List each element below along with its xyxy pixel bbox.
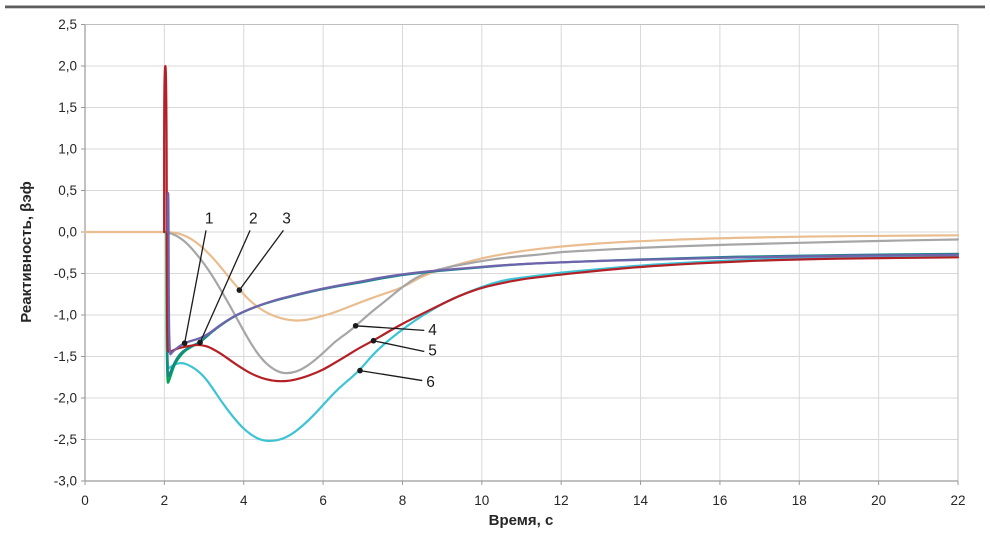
annotation-dot xyxy=(181,340,188,347)
x-tick-label: 20 xyxy=(871,493,886,508)
x-axis-title: Время, с xyxy=(489,512,554,529)
x-tick-label: 16 xyxy=(712,493,727,508)
series-2-line xyxy=(166,230,960,378)
annotation-label: 4 xyxy=(428,322,437,339)
x-tick-label: 18 xyxy=(792,493,807,508)
series-5-line xyxy=(163,64,960,383)
plot-border xyxy=(84,24,959,482)
x-tick-label: 14 xyxy=(633,493,649,508)
y-tick-label: -2,5 xyxy=(54,432,77,447)
annotation-dot xyxy=(236,287,243,293)
annotation-dot xyxy=(352,322,359,329)
x-tick-label: 22 xyxy=(950,493,965,508)
annotation-dot xyxy=(197,339,203,346)
annotation-line xyxy=(373,340,425,353)
series-6-line xyxy=(165,230,960,442)
annotation-line xyxy=(355,325,425,332)
x-tick-label: 4 xyxy=(240,493,248,508)
annotation-line xyxy=(359,369,423,382)
y-tick-label: -1,5 xyxy=(54,349,77,364)
y-tick-label: 1,5 xyxy=(58,100,77,115)
y-tick-label: 2,0 xyxy=(58,59,77,74)
annotation-line xyxy=(183,230,207,344)
annotation-label: 2 xyxy=(249,211,258,228)
annotation-label: 5 xyxy=(428,343,437,360)
y-tick-label: 0,0 xyxy=(58,225,77,240)
x-tick-label: 6 xyxy=(319,493,327,508)
y-tick-label: -2,0 xyxy=(54,391,77,406)
x-tick-label: 12 xyxy=(554,493,569,508)
annotation-dot xyxy=(357,367,363,374)
y-tick-label: -3,0 xyxy=(54,474,77,489)
series-3-line xyxy=(83,230,960,322)
y-tick-label: 2,5 xyxy=(58,17,77,32)
x-tick-label: 8 xyxy=(399,493,407,508)
x-tick-label: 0 xyxy=(81,493,89,508)
annotation-label: 3 xyxy=(282,211,291,228)
y-tick-label: 1,0 xyxy=(58,142,77,157)
x-tick-label: 10 xyxy=(474,493,489,508)
y-tick-label: -1,0 xyxy=(54,308,77,323)
annotation-dot xyxy=(370,337,377,344)
annotation-line xyxy=(199,230,251,343)
y-tick-label: 0,5 xyxy=(58,183,77,198)
top-rule xyxy=(5,5,985,9)
y-tick-label: -0,5 xyxy=(54,266,77,281)
annotation-label: 1 xyxy=(205,211,214,228)
y-axis-title: Реактивность, βэф xyxy=(18,181,35,322)
x-tick-label: 2 xyxy=(161,493,169,508)
annotation-line xyxy=(238,229,284,291)
annotation-label: 6 xyxy=(426,374,435,391)
